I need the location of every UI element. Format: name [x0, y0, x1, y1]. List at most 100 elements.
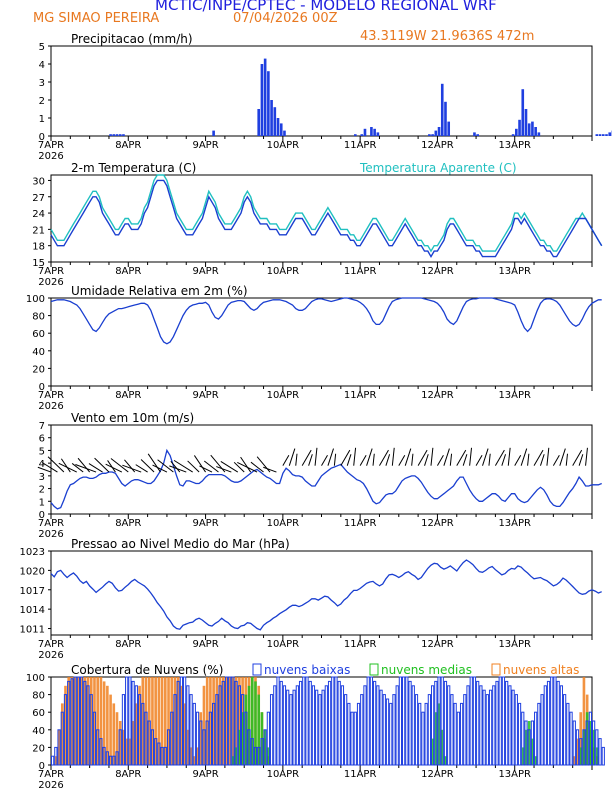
low-cloud-bar	[537, 702, 541, 766]
low-cloud-bar	[163, 746, 167, 766]
panel-frame	[50, 550, 593, 636]
chart-header-location: MG SIMAO PEREIRA	[33, 11, 160, 26]
x-tick-label: 13APR	[498, 518, 531, 529]
low-cloud-bar	[521, 711, 525, 766]
precip-bar	[118, 134, 122, 136]
legend-swatch	[369, 663, 379, 676]
x-tick-label: 10APR	[267, 390, 300, 401]
x-tick-label: 8APR	[115, 769, 141, 780]
low-cloud-bar	[402, 676, 406, 766]
low-cloud-bar	[321, 689, 325, 766]
wind-vector-arrow	[314, 447, 318, 466]
low-cloud-bar	[469, 676, 473, 766]
low-cloud-bar	[559, 685, 564, 766]
x-tick-label: 8APR	[115, 639, 141, 650]
low-cloud-bar	[324, 685, 328, 766]
wind-vector-arrow	[250, 461, 264, 473]
high-cloud-bar	[131, 721, 135, 765]
low-cloud-bar	[450, 694, 454, 766]
y-tick-label: 15	[32, 258, 45, 269]
low-cloud-bar	[356, 702, 361, 766]
low-cloud-bar	[527, 729, 531, 766]
low-cloud-bar	[379, 689, 383, 766]
wind-vector-arrow	[157, 459, 174, 473]
precip-bar	[521, 89, 525, 136]
low-cloud-bar	[125, 676, 129, 766]
high-cloud-bar	[572, 756, 576, 765]
low-cloud-bar	[131, 680, 135, 766]
precip-bar	[595, 134, 599, 136]
high-cloud-bar	[189, 747, 193, 765]
precip-bar	[370, 127, 373, 136]
low-cloud-bar	[511, 689, 515, 766]
y-tick-label: 1023	[20, 547, 45, 558]
chart-header-date: 07/04/2026 00Z	[233, 11, 338, 26]
low-cloud-bar	[282, 685, 287, 766]
low-cloud-bar	[601, 746, 605, 766]
low-cloud-bar	[218, 685, 222, 766]
low-cloud-bar	[492, 685, 496, 766]
high-cloud-bar	[93, 677, 96, 765]
y-tick-label: 100	[26, 673, 45, 684]
wind-vector-arrow	[565, 453, 568, 466]
precip-bar	[373, 128, 376, 136]
high-cloud-bar	[154, 677, 157, 765]
low-cloud-bar	[327, 680, 332, 766]
precip-bar	[437, 127, 441, 136]
wind-vector-arrow	[443, 448, 450, 466]
x-tick-label: 13APR	[498, 140, 531, 151]
x-tick-label: 10APR	[267, 518, 300, 529]
y-tick-label: 1014	[20, 605, 45, 616]
wind-vector-arrow	[436, 455, 444, 466]
low-cloud-bar	[556, 680, 560, 766]
x-tick-label: 12APR	[421, 390, 454, 401]
y-tick-label: 0	[39, 382, 45, 393]
x-tick-label: 12APR	[421, 518, 454, 529]
low-cloud-bar	[76, 676, 80, 766]
wind-vector-arrow	[540, 454, 545, 466]
low-cloud-bar	[260, 738, 264, 766]
mid-cloud-bar	[444, 756, 447, 765]
y-tick-label: 20	[32, 364, 45, 375]
wind-vector-arrow	[527, 453, 530, 466]
low-cloud-bar	[86, 685, 90, 766]
y-tick-label: 20	[32, 743, 45, 754]
high-cloud-bar	[80, 677, 83, 765]
x-tick-label: 8APR	[115, 518, 141, 529]
series-apparent-temperature-line	[50, 174, 603, 253]
wind-vector-arrow	[94, 457, 110, 473]
low-cloud-bar	[244, 711, 248, 766]
high-cloud-bar	[167, 677, 170, 765]
wind-vector-arrow	[47, 456, 65, 473]
y-tick-label: 40	[32, 726, 45, 737]
low-cloud-bar	[340, 685, 345, 766]
precip-bar	[257, 109, 261, 136]
low-cloud-bar	[311, 685, 316, 766]
low-cloud-bar	[440, 676, 444, 766]
panel-title: Pressao ao Nivel Medio do Mar (hPa)	[71, 537, 290, 551]
wind-vector-arrow	[122, 464, 142, 473]
x-tick-label: 7APR	[38, 639, 64, 650]
low-cloud-bar	[289, 694, 293, 766]
wind-vector-arrow	[203, 460, 219, 473]
mid-cloud-bar	[521, 747, 525, 765]
low-cloud-bar	[546, 680, 551, 766]
high-cloud-bar	[54, 756, 58, 765]
panel-1	[48, 174, 603, 267]
low-cloud-bar	[437, 676, 441, 766]
series-temperature-line	[50, 179, 603, 258]
low-cloud-bar	[485, 694, 489, 766]
low-cloud-bar	[392, 694, 396, 766]
wind-vector-arrow	[572, 449, 583, 466]
low-cloud-bar	[476, 680, 480, 766]
low-cloud-bar	[257, 746, 261, 766]
high-cloud-bar	[209, 677, 212, 765]
panel-frame	[50, 297, 593, 387]
wind-vector-arrow	[507, 447, 511, 466]
low-cloud-bar	[579, 738, 583, 766]
x-tick-year: 2026	[38, 780, 63, 791]
mid-cloud-bar	[234, 747, 238, 765]
x-tick-label: 12APR	[421, 266, 454, 277]
x-tick-label: 11APR	[344, 769, 377, 780]
